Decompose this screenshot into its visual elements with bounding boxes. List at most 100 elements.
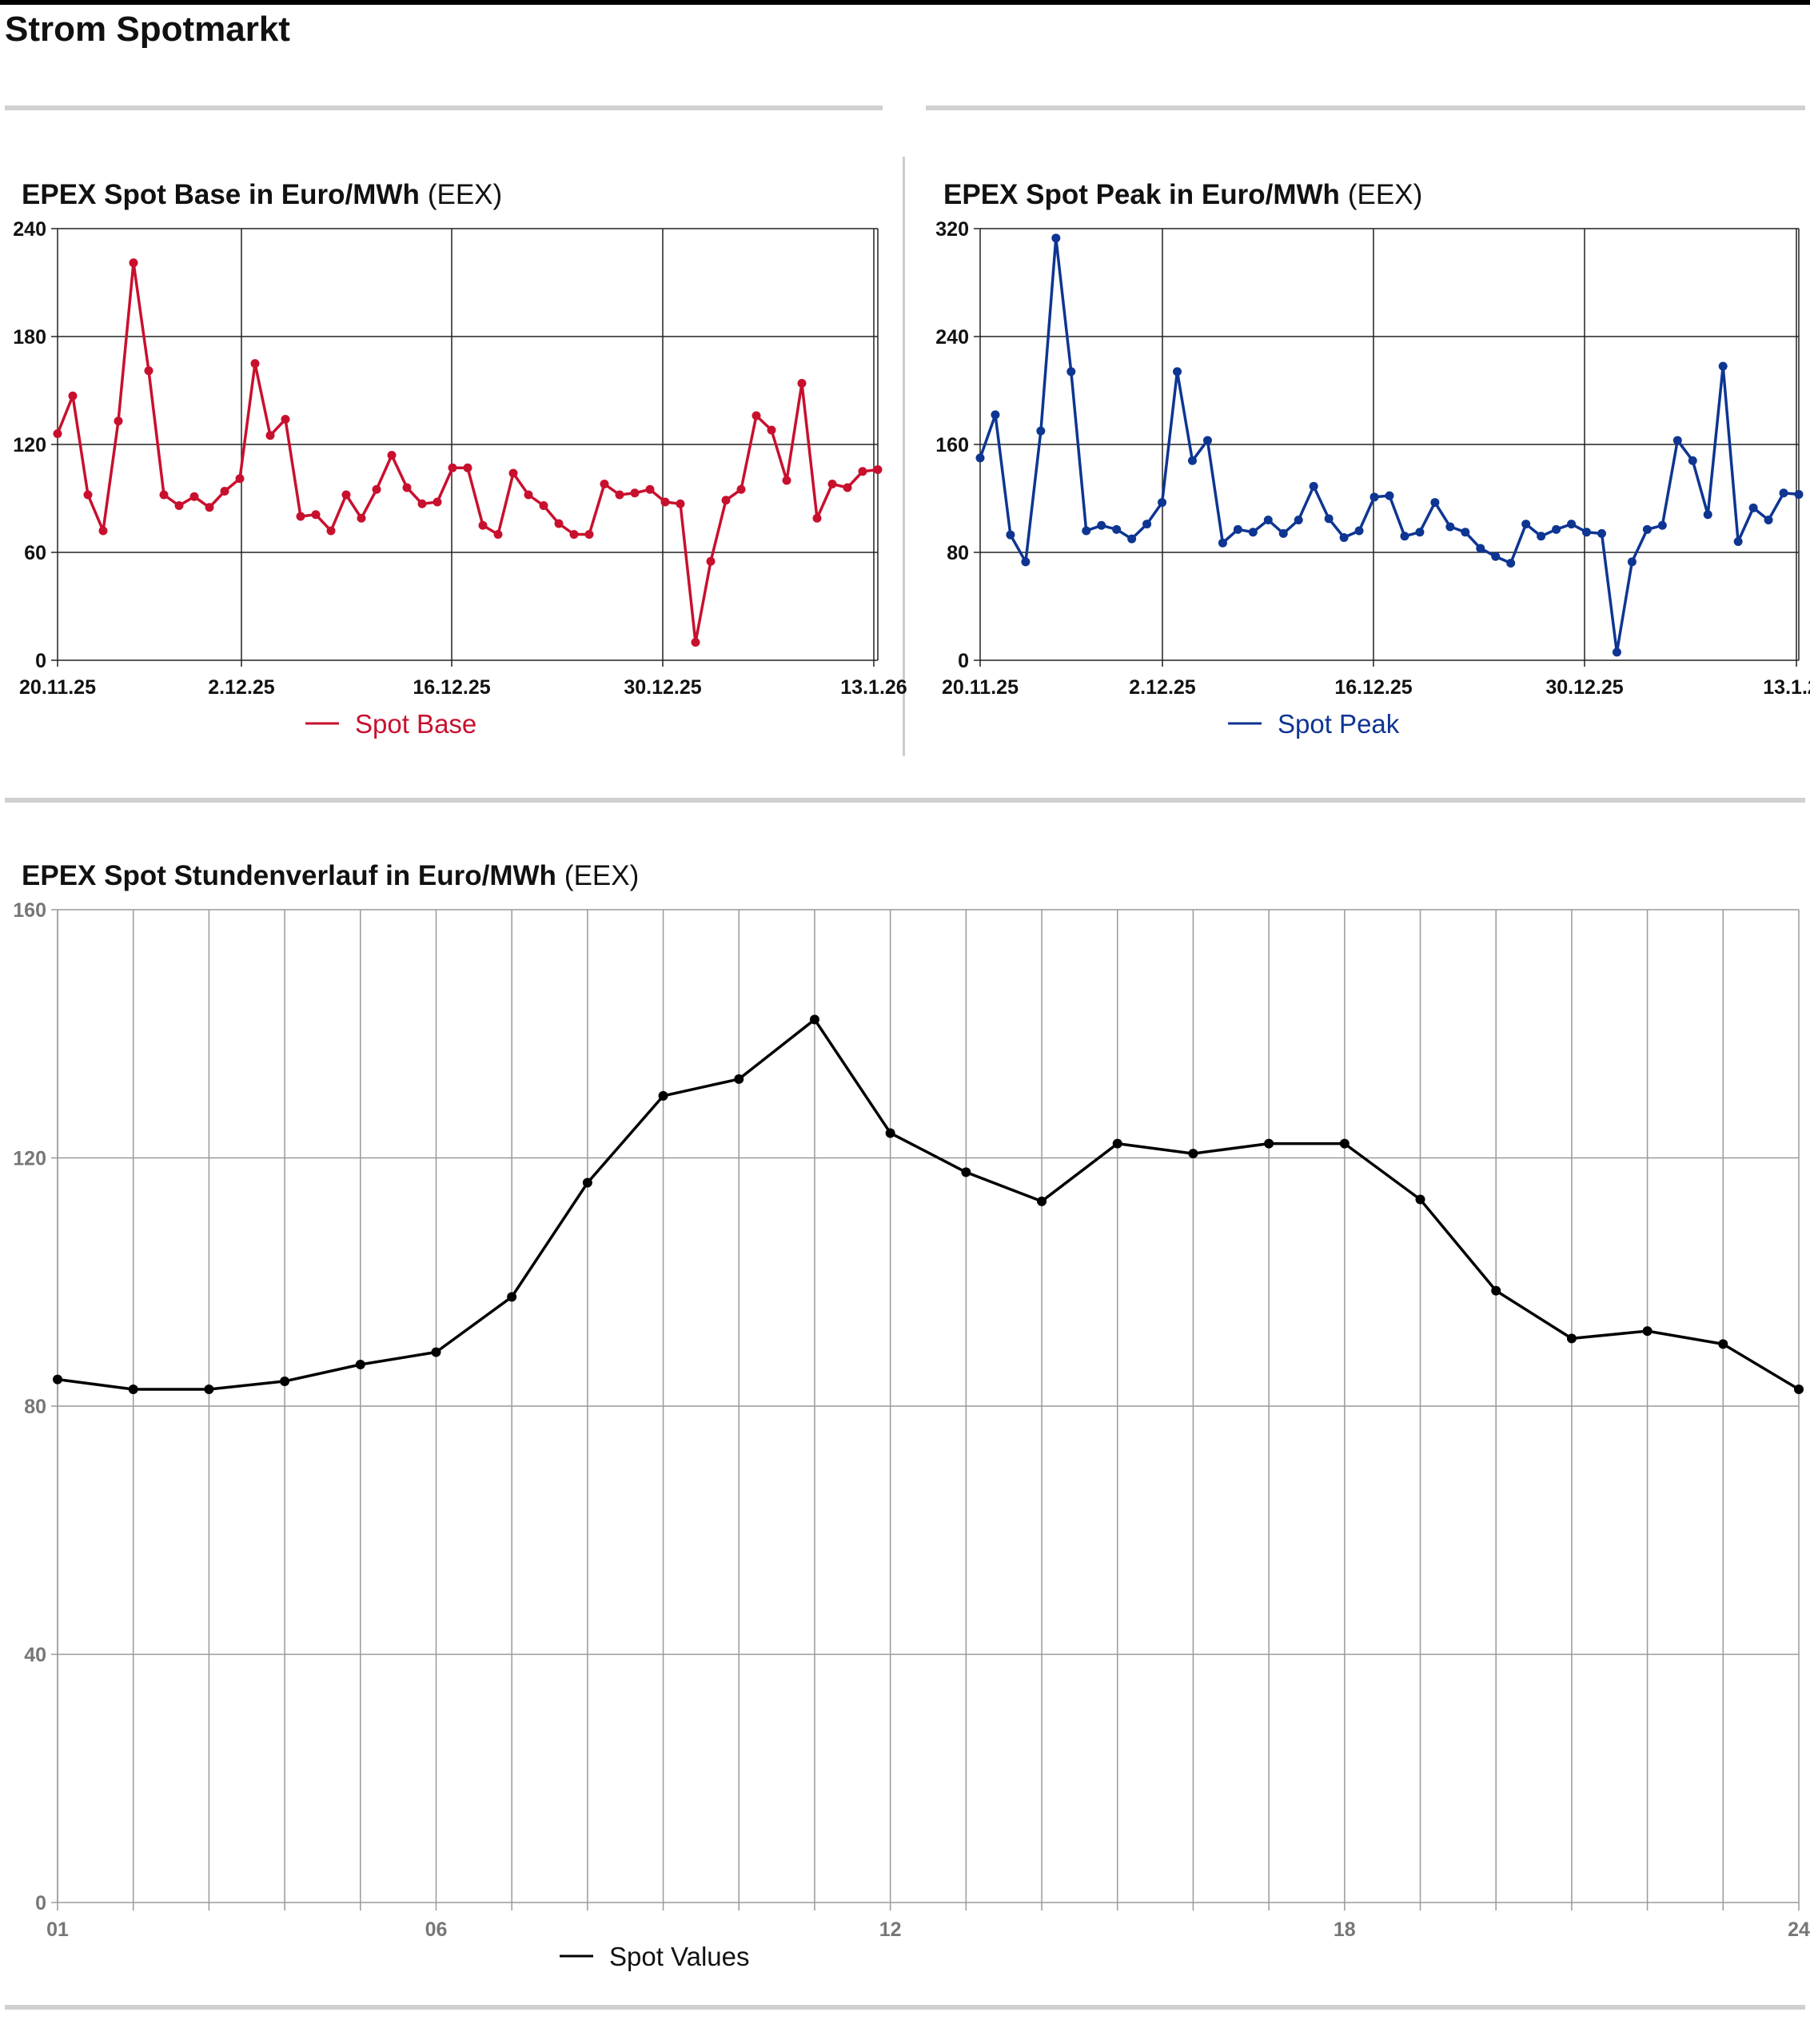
base-data-point — [387, 451, 397, 460]
peak-data-point — [1263, 516, 1273, 524]
hourly-xtick-label: 24 — [1788, 1918, 1810, 1941]
peak-data-point — [1339, 532, 1349, 542]
hourly-data-point — [658, 1090, 668, 1101]
base-data-point — [782, 476, 791, 485]
peak-xtick-label: 2.12.25 — [1129, 676, 1196, 699]
hourly-data-point — [1339, 1138, 1350, 1149]
base-data-point — [767, 425, 776, 435]
hourly-data-point — [1642, 1326, 1653, 1337]
peak-ytick-label: 240 — [935, 326, 969, 349]
base-data-point — [433, 497, 442, 507]
base-data-point — [615, 490, 624, 500]
peak-data-point — [1415, 528, 1425, 537]
base-data-point — [250, 359, 260, 369]
base-data-point — [660, 497, 670, 507]
base-chart-title-text: EPEX Spot Base in Euro/MWh — [22, 179, 420, 210]
base-data-point — [706, 556, 716, 566]
base-data-point — [205, 503, 214, 512]
peak-data-point — [1354, 526, 1364, 536]
peak-data-point — [1369, 492, 1379, 502]
base-data-point — [402, 483, 412, 492]
base-data-point — [114, 416, 123, 426]
base-ytick-label: 0 — [35, 650, 46, 672]
hourly-chart-title: EPEX Spot Stundenverlauf in Euro/MWh (EEX… — [22, 860, 639, 892]
peak-data-point — [1748, 503, 1758, 512]
peak-data-point — [1385, 491, 1394, 500]
peak-legend-label: Spot Peak — [1278, 709, 1400, 739]
base-data-point — [858, 467, 867, 476]
peak-data-point — [1278, 528, 1288, 538]
peak-data-point — [1248, 528, 1258, 537]
peak-data-point — [1703, 510, 1712, 520]
base-data-point — [524, 490, 533, 500]
divider-right — [926, 106, 1805, 110]
peak-data-point — [1521, 520, 1531, 529]
peak-data-point — [1733, 537, 1743, 546]
base-data-point — [630, 488, 640, 498]
peak-data-point — [1097, 520, 1106, 530]
peak-chart-title-text: EPEX Spot Peak in Euro/MWh — [943, 179, 1340, 210]
hourly-ytick-label: 0 — [35, 1892, 46, 1915]
peak-data-point — [1537, 532, 1546, 541]
base-data-point — [159, 490, 169, 500]
base-data-point — [554, 519, 564, 528]
base-ytick-label: 240 — [13, 218, 46, 241]
base-data-point — [129, 258, 138, 268]
base-data-point — [296, 512, 305, 521]
base-xtick-label: 2.12.25 — [208, 676, 275, 699]
divider-middle — [5, 798, 1805, 803]
base-chart-title: EPEX Spot Base in Euro/MWh (EEX) — [22, 179, 502, 211]
base-data-point — [691, 638, 700, 647]
peak-data-point — [1202, 436, 1212, 445]
base-data-point — [600, 480, 609, 488]
hourly-ytick-label: 160 — [13, 899, 46, 922]
base-data-point — [417, 499, 427, 508]
base-data-point — [372, 484, 381, 494]
peak-data-point — [1476, 544, 1485, 553]
hourly-xtick-label: 06 — [425, 1918, 448, 1941]
peak-data-point — [1430, 498, 1440, 508]
peak-data-point — [1491, 552, 1501, 561]
peak-data-point — [1597, 528, 1606, 538]
peak-data-point — [1567, 520, 1577, 529]
base-xtick-label: 30.12.25 — [624, 676, 701, 699]
divider-bottom — [5, 2005, 1805, 2010]
base-data-point — [478, 520, 488, 530]
peak-data-point — [1688, 456, 1697, 465]
peak-xtick-label: 13.1.26 — [1763, 676, 1810, 699]
hourly-xtick-label: 01 — [46, 1918, 69, 1941]
hourly-ytick-label: 40 — [24, 1644, 46, 1667]
peak-data-point — [1218, 538, 1227, 548]
peak-data-point — [1127, 534, 1137, 544]
base-chart: 0 60 120 180 240 20.11.25 2.12.25 16.12.25 30.12… — [13, 218, 907, 739]
base-data-point — [797, 379, 807, 388]
peak-xtick-label: 30.12.25 — [1545, 676, 1623, 699]
base-data-point — [645, 484, 655, 494]
peak-data-point — [1233, 524, 1242, 534]
hourly-data-point — [128, 1385, 138, 1395]
hourly-ytick-label: 120 — [13, 1148, 46, 1170]
hourly-xtick-label: 12 — [879, 1918, 902, 1941]
hourly-data-point — [885, 1128, 895, 1138]
hourly-data-point — [1188, 1149, 1198, 1159]
hourly-data-point — [1566, 1333, 1577, 1344]
base-data-point — [569, 530, 579, 539]
base-data-point — [174, 501, 184, 510]
base-chart-source: (EEX) — [427, 179, 503, 210]
peak-data-point — [1324, 514, 1334, 524]
peak-data-point — [1718, 361, 1728, 371]
peak-data-point — [1461, 528, 1470, 537]
base-data-point — [827, 480, 837, 488]
peak-data-point — [1657, 520, 1667, 530]
base-data-point — [843, 483, 852, 492]
peak-data-point — [1627, 557, 1637, 567]
peak-data-point — [1309, 481, 1318, 491]
hourly-data-point — [809, 1014, 819, 1025]
base-data-point — [539, 501, 548, 510]
base-data-point — [676, 499, 685, 508]
base-data-point — [265, 431, 275, 440]
peak-data-point — [1779, 488, 1788, 498]
hourly-data-point — [204, 1385, 214, 1395]
base-data-point — [53, 429, 62, 438]
